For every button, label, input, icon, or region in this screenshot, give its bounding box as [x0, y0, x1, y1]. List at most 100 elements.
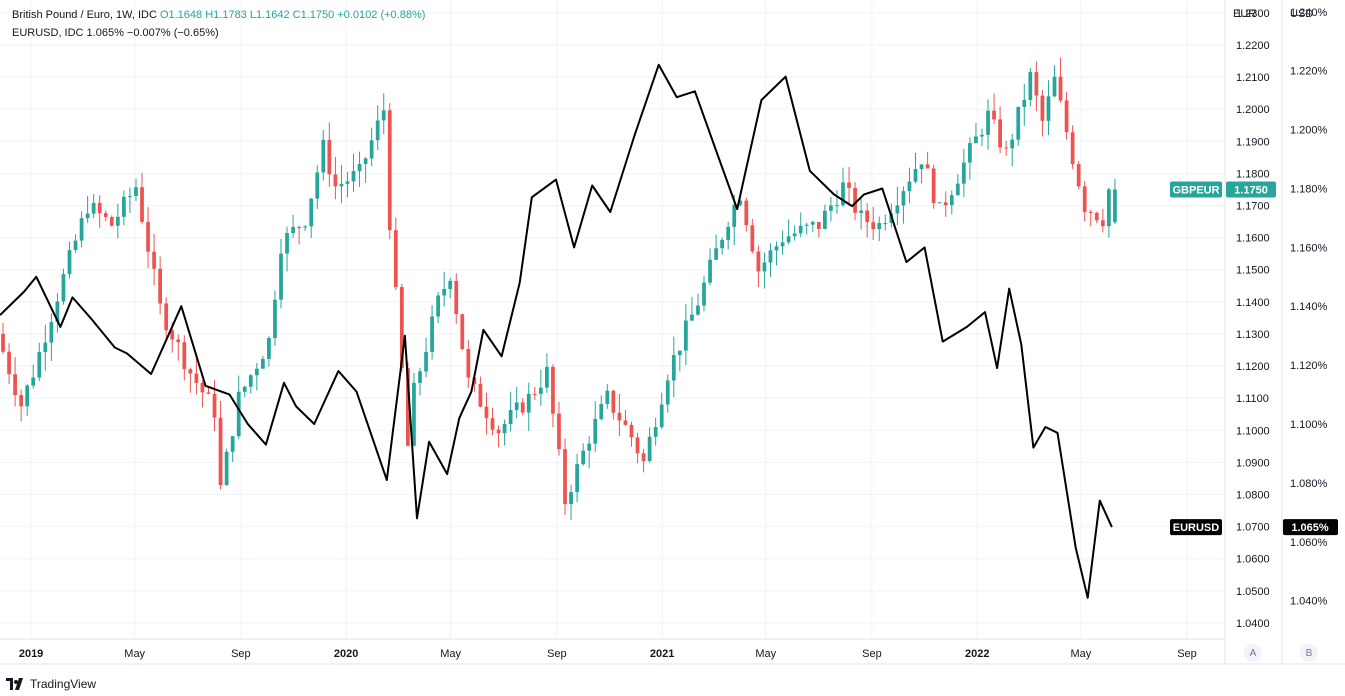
eur-tick-label: 1.0600 — [1236, 554, 1270, 566]
eur-tick-label: 1.2200 — [1236, 40, 1270, 52]
candle-body — [454, 280, 459, 315]
eurusd-price-label: 1.065% — [1291, 522, 1329, 534]
candle-body — [13, 374, 17, 396]
candle-body — [968, 143, 972, 163]
candle-body — [853, 187, 857, 213]
candle-body — [339, 183, 344, 187]
candle-body — [798, 225, 803, 234]
candle-body — [399, 287, 404, 369]
candle-body — [726, 226, 731, 240]
candle-body — [351, 171, 356, 182]
tradingview-logo-icon — [6, 678, 23, 690]
candle-body — [369, 140, 374, 159]
candle-body — [792, 233, 797, 237]
usd-axis-ticks: 1.240% 1.220% 1.200% 1.180% 1.160% 1.140% 1.12… — [1290, 7, 1328, 608]
time-tick-label: May — [124, 648, 145, 660]
eurusd-price-tag — [1283, 519, 1338, 536]
eur-tick-label: 1.2100 — [1236, 72, 1270, 84]
candle-body — [998, 119, 1002, 148]
candle-body — [750, 225, 755, 252]
candle-body — [1028, 72, 1033, 100]
candle-body — [702, 282, 706, 306]
candle-body — [442, 288, 447, 296]
candle-body — [1107, 189, 1111, 227]
candle-body — [665, 380, 670, 405]
auto-scale-button[interactable]: A — [1244, 644, 1262, 662]
candle-body — [635, 437, 640, 454]
candle-body — [738, 200, 743, 205]
candle-body — [581, 450, 586, 465]
time-tick-label: Sep — [1177, 648, 1197, 660]
candle-body — [285, 233, 289, 254]
eur-tick-label: 1.0400 — [1236, 618, 1270, 630]
candle-body — [913, 168, 918, 182]
eur-tick-label: 1.0500 — [1236, 586, 1270, 598]
candle-body — [200, 382, 205, 393]
legend-symbol-name: British Pound / Euro, 1W, IDC — [12, 9, 157, 21]
candle-body — [1, 333, 5, 352]
time-tick-label: Sep — [547, 648, 567, 660]
candle-body — [653, 427, 658, 437]
time-tick-label: May — [440, 648, 461, 660]
legend-change: +0.0102 (+0.88%) — [337, 9, 426, 21]
candle-body — [986, 110, 990, 135]
candle-body — [37, 352, 42, 378]
candle-body — [176, 339, 181, 343]
candle-body — [273, 299, 277, 338]
candle-body — [647, 436, 652, 462]
candle-body — [85, 213, 90, 219]
candle-body — [720, 239, 725, 249]
candle-body — [919, 164, 924, 169]
candle-body — [943, 202, 948, 206]
candle-body — [980, 134, 984, 137]
candle-body — [19, 395, 24, 407]
candle-body — [61, 274, 66, 302]
eur-tick-label: 1.1100 — [1236, 393, 1269, 405]
candle-body — [847, 182, 851, 188]
candle-body — [599, 404, 604, 419]
candle-body — [55, 301, 60, 322]
time-axis-ticks: 2019 May Sep 2020 May Sep 2021 May Sep 2022 May Sep — [19, 648, 1197, 660]
usd-axis-title: USD — [1290, 8, 1314, 20]
candle-body — [1016, 106, 1021, 140]
usd-tick-label: 1.080% — [1290, 478, 1328, 490]
candle-body — [424, 351, 428, 372]
candle-body — [732, 204, 737, 227]
candle-body — [563, 449, 567, 505]
candle-body — [387, 110, 392, 231]
eurusd-name-tag — [1170, 519, 1222, 536]
candle-body — [1046, 96, 1051, 121]
candle-body — [496, 429, 501, 434]
tradingview-brand[interactable]: TradingView — [6, 677, 96, 691]
candle-body — [901, 191, 906, 206]
candle-body — [877, 223, 882, 229]
candle-body — [333, 174, 338, 187]
candle-body — [79, 218, 84, 241]
candle-body — [254, 368, 259, 376]
candle-body — [393, 230, 398, 288]
candle-body — [593, 418, 598, 444]
candle-body — [992, 110, 996, 120]
candle-body — [835, 205, 839, 207]
candle-body — [569, 492, 573, 505]
candle-body — [7, 351, 11, 375]
candle-body — [1113, 189, 1117, 223]
candle-body — [774, 246, 779, 251]
usd-tick-label: 1.240% — [1290, 7, 1328, 19]
candle-body — [267, 337, 271, 359]
candle-body — [641, 453, 646, 462]
candle-body — [617, 412, 622, 421]
candle-body — [478, 384, 483, 407]
scale-b-button[interactable]: B — [1300, 644, 1318, 662]
candle-body — [134, 187, 138, 196]
candle-body — [829, 205, 833, 211]
candle-body — [822, 210, 827, 229]
candle-body — [1088, 211, 1093, 213]
legend-eurusd: EURUSD, IDC 1.065% −0.007% (−0.65%) — [12, 27, 219, 39]
candle-body — [164, 303, 169, 331]
candle-body — [140, 187, 144, 222]
candle-body — [659, 404, 664, 428]
candle-body — [182, 342, 187, 370]
candle-body — [1058, 76, 1063, 101]
